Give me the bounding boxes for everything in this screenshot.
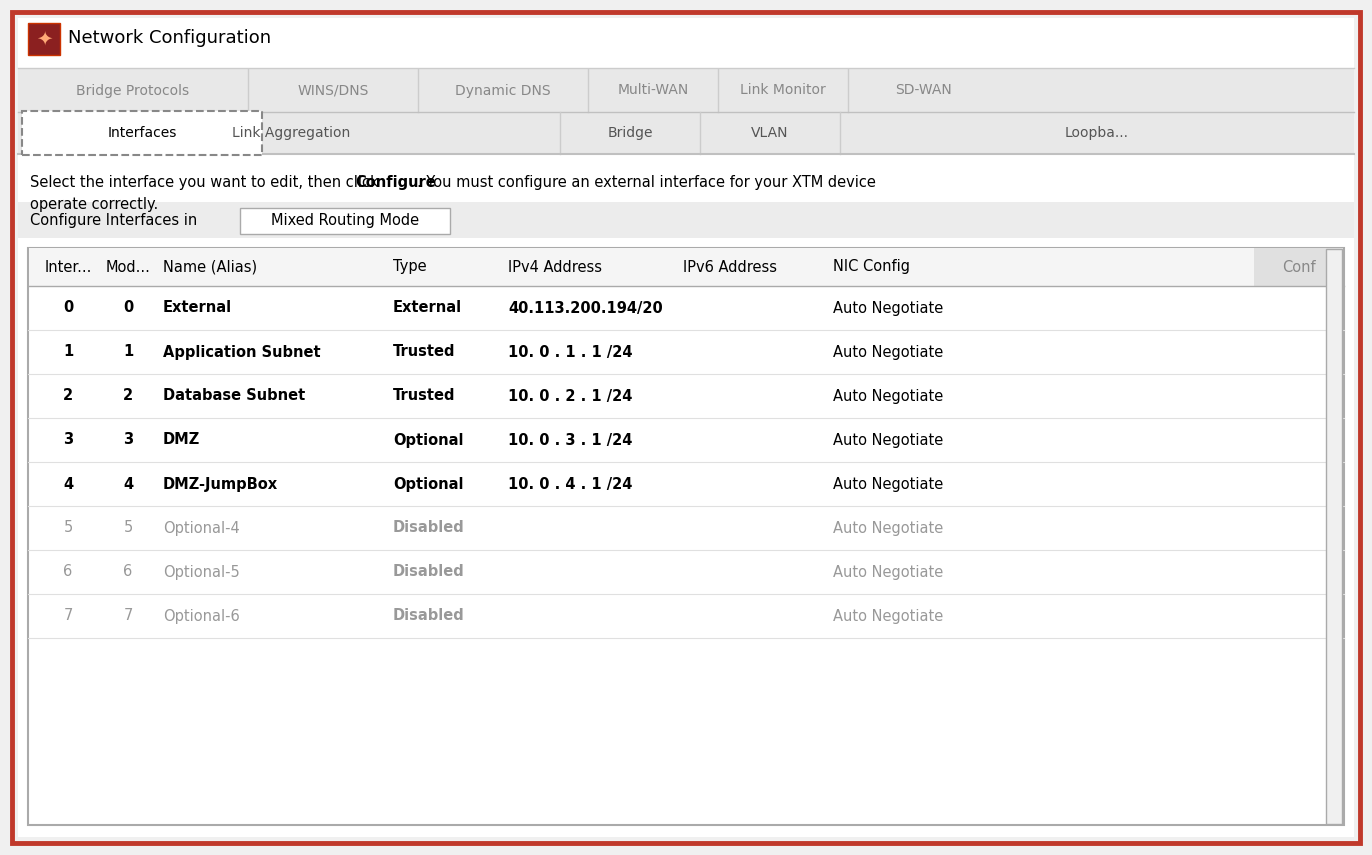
Text: 10. 0 . 1 . 1 /24: 10. 0 . 1 . 1 /24: [508, 345, 632, 359]
Text: Optional-5: Optional-5: [163, 564, 240, 580]
Text: Disabled: Disabled: [392, 564, 465, 580]
Text: 0: 0: [63, 300, 73, 315]
Text: DMZ: DMZ: [163, 433, 200, 447]
Text: 4: 4: [63, 476, 73, 492]
Text: Auto Negotiate: Auto Negotiate: [833, 476, 944, 492]
Text: Loopba...: Loopba...: [1065, 126, 1129, 140]
Text: Inter...: Inter...: [44, 260, 92, 274]
Text: 1: 1: [123, 345, 133, 359]
Text: 7: 7: [63, 609, 73, 623]
Text: Network Configuration: Network Configuration: [69, 29, 272, 47]
Text: 3: 3: [123, 433, 133, 447]
Text: IPv6 Address: IPv6 Address: [683, 260, 777, 274]
Text: Auto Negotiate: Auto Negotiate: [833, 345, 944, 359]
Text: 6: 6: [63, 564, 73, 580]
Text: Bridge Protocols: Bridge Protocols: [77, 84, 189, 97]
Text: WINS/DNS: WINS/DNS: [298, 84, 369, 97]
Text: SD-WAN: SD-WAN: [895, 84, 951, 97]
Bar: [27, 23, 60, 55]
Text: 4: 4: [123, 476, 133, 492]
Text: 3: 3: [63, 433, 73, 447]
Text: 7: 7: [123, 609, 133, 623]
Text: Mod...: Mod...: [106, 260, 151, 274]
Text: 0: 0: [123, 300, 133, 315]
Bar: [240, 208, 450, 234]
Text: 2: 2: [123, 388, 133, 404]
Text: Optional-4: Optional-4: [163, 521, 240, 535]
Text: ✦: ✦: [36, 30, 52, 49]
Text: Trusted: Trusted: [392, 388, 456, 404]
Text: DMZ-JumpBox: DMZ-JumpBox: [163, 476, 279, 492]
Text: VLAN: VLAN: [752, 126, 789, 140]
Text: Mixed Routing Mode: Mixed Routing Mode: [270, 214, 418, 228]
Text: Auto Negotiate: Auto Negotiate: [833, 564, 944, 580]
Text: Trusted: Trusted: [392, 345, 456, 359]
Text: Name (Alias): Name (Alias): [163, 260, 257, 274]
Text: Disabled: Disabled: [392, 609, 465, 623]
Text: 10. 0 . 3 . 1 /24: 10. 0 . 3 . 1 /24: [508, 433, 632, 447]
Text: Link Aggregation: Link Aggregation: [232, 126, 350, 140]
Bar: [27, 248, 1345, 825]
Bar: [18, 202, 1354, 238]
Bar: [29, 248, 1343, 286]
Text: Optional: Optional: [392, 476, 464, 492]
Bar: [22, 111, 262, 155]
Text: Application Subnet: Application Subnet: [163, 345, 321, 359]
Text: Auto Negotiate: Auto Negotiate: [833, 521, 944, 535]
Text: 5: 5: [63, 521, 73, 535]
Text: External: External: [392, 300, 462, 315]
Text: Bridge: Bridge: [608, 126, 653, 140]
Text: Auto Negotiate: Auto Negotiate: [833, 433, 944, 447]
Text: Link Monitor: Link Monitor: [740, 84, 826, 97]
Text: NIC Config: NIC Config: [833, 260, 910, 274]
Bar: [18, 112, 1354, 154]
Text: IPv4 Address: IPv4 Address: [508, 260, 602, 274]
Text: Interfaces: Interfaces: [107, 126, 177, 140]
Text: External: External: [163, 300, 232, 315]
Text: . You must configure an external interface for your XTM device: . You must configure an external interfa…: [417, 174, 875, 190]
Text: operate correctly.: operate correctly.: [30, 197, 158, 211]
Text: 10. 0 . 2 . 1 /24: 10. 0 . 2 . 1 /24: [508, 388, 632, 404]
Text: Configure: Configure: [355, 174, 436, 190]
Bar: [1325, 249, 1342, 824]
Text: 10. 0 . 4 . 1 /24: 10. 0 . 4 . 1 /24: [508, 476, 632, 492]
Text: Type: Type: [392, 260, 427, 274]
Text: Auto Negotiate: Auto Negotiate: [833, 609, 944, 623]
Text: Configure Interfaces in: Configure Interfaces in: [30, 213, 198, 227]
Text: Auto Negotiate: Auto Negotiate: [833, 388, 944, 404]
Text: Database Subnet: Database Subnet: [163, 388, 305, 404]
Text: Multi-WAN: Multi-WAN: [617, 84, 689, 97]
Text: Disabled: Disabled: [392, 521, 465, 535]
Text: 6: 6: [123, 564, 133, 580]
Text: 2: 2: [63, 388, 73, 404]
Text: Select the interface you want to edit, then click: Select the interface you want to edit, t…: [30, 174, 383, 190]
Text: Optional: Optional: [392, 433, 464, 447]
Bar: [1254, 248, 1343, 286]
Text: 1: 1: [63, 345, 73, 359]
Text: Dynamic DNS: Dynamic DNS: [456, 84, 550, 97]
Text: Conf: Conf: [1283, 260, 1316, 274]
Bar: [18, 69, 1354, 112]
Text: 5: 5: [123, 521, 133, 535]
Text: Auto Negotiate: Auto Negotiate: [833, 300, 944, 315]
Text: Optional-6: Optional-6: [163, 609, 240, 623]
Text: 40.113.200.194/20: 40.113.200.194/20: [508, 300, 663, 315]
